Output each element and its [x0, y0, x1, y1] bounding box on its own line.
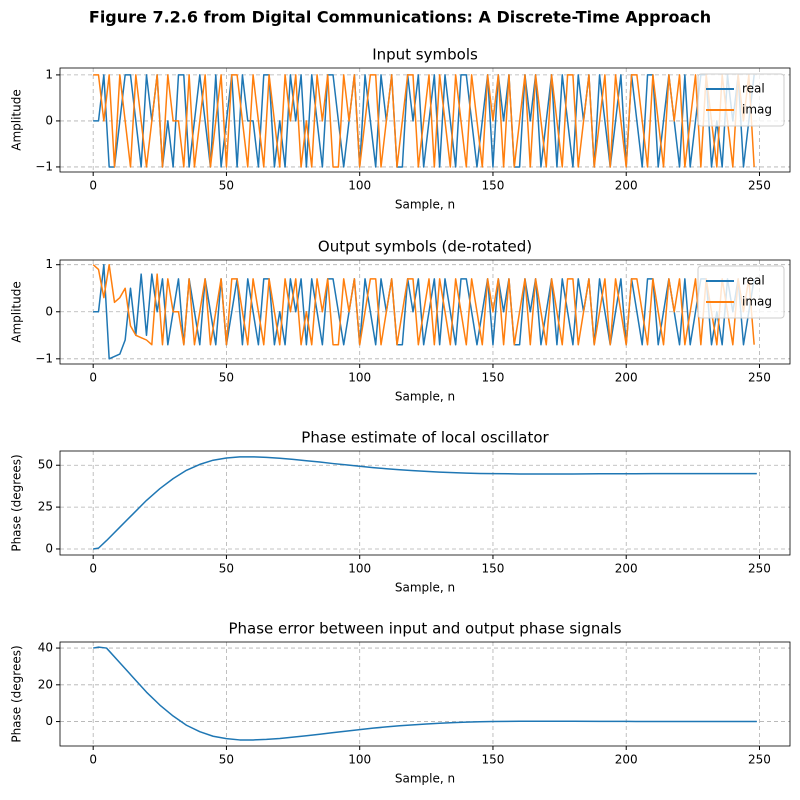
x-tick-label: 250 — [748, 179, 771, 193]
data-line — [93, 646, 757, 741]
y-tick-label: −1 — [35, 351, 53, 365]
subplot-title: Output symbols (de-rotated) — [318, 238, 532, 256]
y-tick-label: 40 — [38, 641, 53, 655]
y-axis-label: Phase (degrees) — [10, 645, 24, 742]
legend-box — [697, 265, 785, 319]
y-tick-label: 0 — [45, 304, 53, 318]
data-line — [93, 456, 757, 550]
x-tick-label: 150 — [482, 562, 505, 576]
x-tick-label: 0 — [89, 371, 97, 385]
x-axis-label: Sample, n — [395, 198, 455, 212]
x-tick-label: 50 — [219, 753, 234, 767]
x-tick-label: 100 — [348, 562, 371, 576]
y-axis-label: Amplitude — [10, 89, 24, 151]
x-tick-label: 50 — [219, 371, 234, 385]
x-tick-label: 250 — [748, 371, 771, 385]
x-tick-label: 100 — [348, 371, 371, 385]
y-tick-label: 25 — [38, 500, 53, 514]
y-axis-label: Amplitude — [10, 281, 24, 343]
x-tick-label: 100 — [348, 753, 371, 767]
y-tick-label: 50 — [38, 458, 53, 472]
x-tick-label: 250 — [748, 562, 771, 576]
subplot-title: Phase estimate of local oscillator — [301, 429, 549, 447]
x-tick-label: 50 — [219, 562, 234, 576]
figure-title: Figure 7.2.6 from Digital Communications… — [89, 8, 711, 27]
axes-frame — [59, 641, 791, 747]
y-tick-label: −1 — [35, 159, 53, 173]
legend-box — [697, 73, 785, 127]
y-tick-label: 1 — [45, 257, 53, 271]
subplot-title: Input symbols — [372, 46, 478, 64]
x-tick-label: 100 — [348, 179, 371, 193]
legend-label: imag — [742, 103, 772, 117]
x-axis-label: Sample, n — [395, 390, 455, 404]
data-line — [93, 74, 755, 168]
x-tick-label: 0 — [89, 179, 97, 193]
x-tick-label: 150 — [482, 753, 505, 767]
y-tick-label: 20 — [38, 677, 53, 691]
x-tick-label: 200 — [615, 179, 638, 193]
y-tick-label: 0 — [45, 113, 53, 127]
x-axis-label: Sample, n — [395, 772, 455, 786]
axes-frame — [59, 67, 791, 173]
axes-frame — [59, 259, 791, 365]
axes-frame — [59, 450, 791, 556]
x-tick-label: 0 — [89, 753, 97, 767]
x-tick-label: 150 — [482, 371, 505, 385]
x-tick-label: 0 — [89, 562, 97, 576]
x-tick-label: 150 — [482, 179, 505, 193]
x-tick-label: 200 — [615, 753, 638, 767]
y-tick-label: 0 — [45, 541, 53, 555]
subplot-title: Phase error between input and output pha… — [228, 620, 621, 638]
x-tick-label: 50 — [219, 179, 234, 193]
x-tick-label: 200 — [615, 562, 638, 576]
x-tick-label: 250 — [748, 753, 771, 767]
y-tick-label: 0 — [45, 714, 53, 728]
legend-label: real — [742, 274, 765, 288]
legend-label: imag — [742, 295, 772, 309]
x-tick-label: 200 — [615, 371, 638, 385]
y-tick-label: 1 — [45, 67, 53, 81]
x-axis-label: Sample, n — [395, 581, 455, 595]
y-axis-label: Phase (degrees) — [10, 454, 24, 551]
data-line — [92, 263, 755, 346]
legend-label: real — [742, 82, 765, 96]
